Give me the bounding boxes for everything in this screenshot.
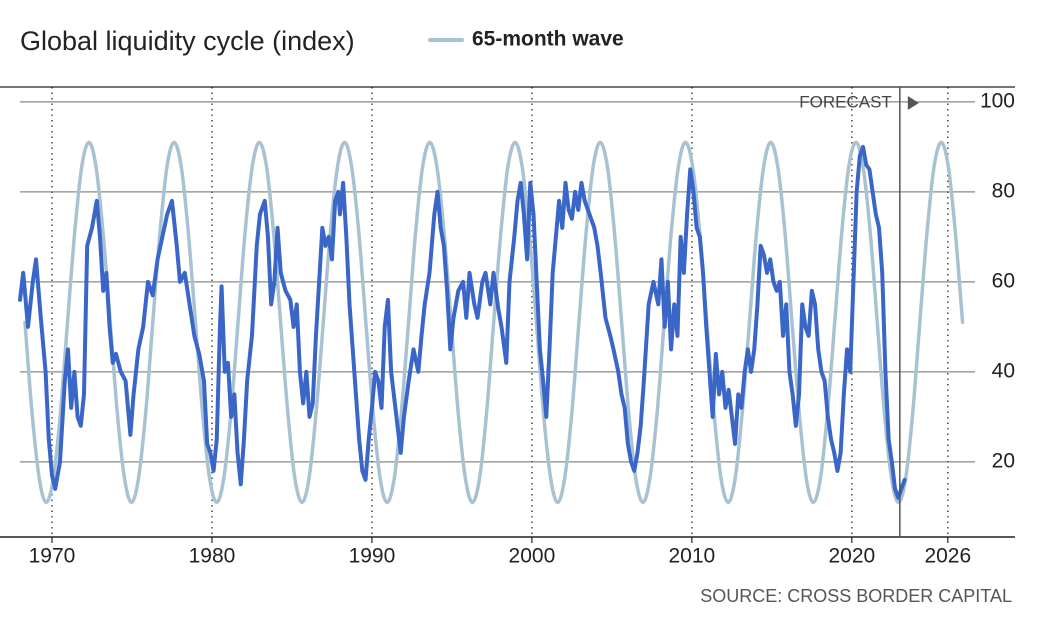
y-tick-label: 40 xyxy=(992,359,1015,382)
chart-title: Global liquidity cycle (index) xyxy=(20,26,355,56)
source-note: SOURCE: CROSS BORDER CAPITAL xyxy=(700,586,1012,606)
y-tick-label: 100 xyxy=(980,89,1015,112)
x-tick-label: 2000 xyxy=(509,545,556,568)
y-tick-label: 80 xyxy=(992,179,1015,202)
x-tick-label: 1970 xyxy=(29,545,76,568)
index-line xyxy=(18,144,907,500)
x-tick-label: 1990 xyxy=(349,545,396,568)
forecast-label: FORECAST xyxy=(799,92,892,111)
wave-line xyxy=(23,140,965,505)
x-tick-label: 2010 xyxy=(669,545,716,568)
y-tick-label: 60 xyxy=(992,269,1015,292)
x-tick-label: 1980 xyxy=(189,545,236,568)
x-tick-label: 2026 xyxy=(924,545,971,568)
x-tick-label: 2020 xyxy=(828,545,875,568)
forecast-arrow xyxy=(907,96,919,110)
legend-label: 65-month wave xyxy=(472,28,624,51)
y-tick-label: 20 xyxy=(992,449,1015,472)
